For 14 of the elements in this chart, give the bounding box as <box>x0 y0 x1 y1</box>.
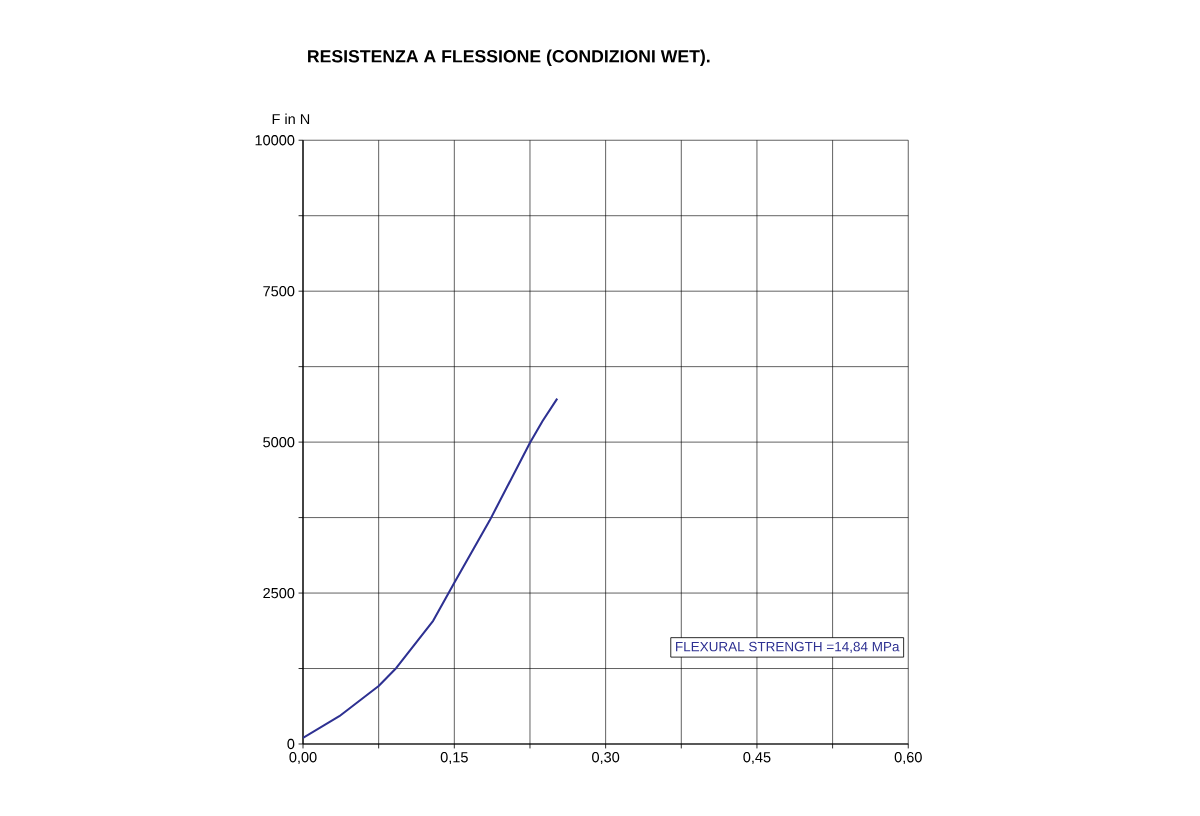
x-tick-label: 0,45 <box>743 752 771 765</box>
y-tick-label: 0 <box>287 738 295 750</box>
x-tick-label: 0,30 <box>592 752 620 765</box>
y-axis-title: F in N <box>272 113 310 125</box>
y-tick-label: 5000 <box>263 436 295 448</box>
annotation: FLEXURAL STRENGTH =14,84 MPa <box>676 641 900 653</box>
line-series <box>303 397 559 739</box>
y-tick-label: 2500 <box>263 587 295 599</box>
x-tick-label: 0,15 <box>440 752 468 765</box>
chart-title: RESISTENZA A FLESSIONE (CONDIZIONI WET). <box>308 49 710 67</box>
x-tick-label: 0,60 <box>894 752 922 765</box>
x-tick-label: 0,00 <box>289 752 317 765</box>
y-tick-label: 10000 <box>255 135 295 146</box>
y-tick-label: 7500 <box>263 286 295 297</box>
